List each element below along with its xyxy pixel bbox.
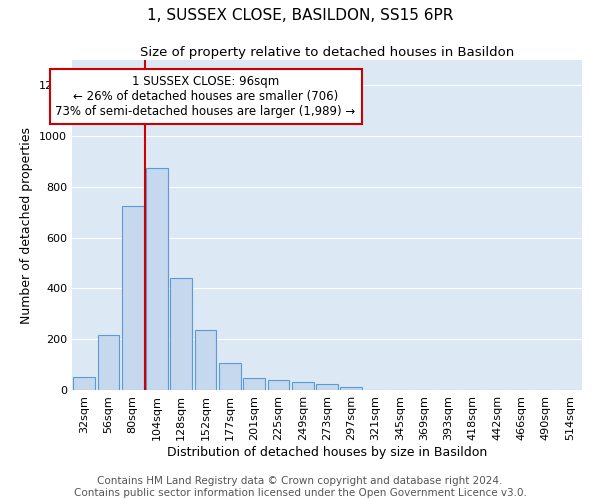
Bar <box>194 330 217 390</box>
Title: Size of property relative to detached houses in Basildon: Size of property relative to detached ho… <box>140 46 514 59</box>
Bar <box>268 380 289 390</box>
Bar <box>316 384 338 390</box>
Text: 1 SUSSEX CLOSE: 96sqm
← 26% of detached houses are smaller (706)
73% of semi-det: 1 SUSSEX CLOSE: 96sqm ← 26% of detached … <box>55 75 356 118</box>
Text: Contains HM Land Registry data © Crown copyright and database right 2024.
Contai: Contains HM Land Registry data © Crown c… <box>74 476 526 498</box>
Bar <box>146 168 168 390</box>
Bar <box>170 278 192 390</box>
X-axis label: Distribution of detached houses by size in Basildon: Distribution of detached houses by size … <box>167 446 487 458</box>
Bar <box>219 362 241 390</box>
Text: 1, SUSSEX CLOSE, BASILDON, SS15 6PR: 1, SUSSEX CLOSE, BASILDON, SS15 6PR <box>147 8 453 22</box>
Bar <box>340 388 362 390</box>
Y-axis label: Number of detached properties: Number of detached properties <box>20 126 34 324</box>
Bar <box>243 378 265 390</box>
Bar <box>97 336 119 390</box>
Bar <box>73 378 95 390</box>
Bar <box>292 382 314 390</box>
Bar <box>122 206 143 390</box>
